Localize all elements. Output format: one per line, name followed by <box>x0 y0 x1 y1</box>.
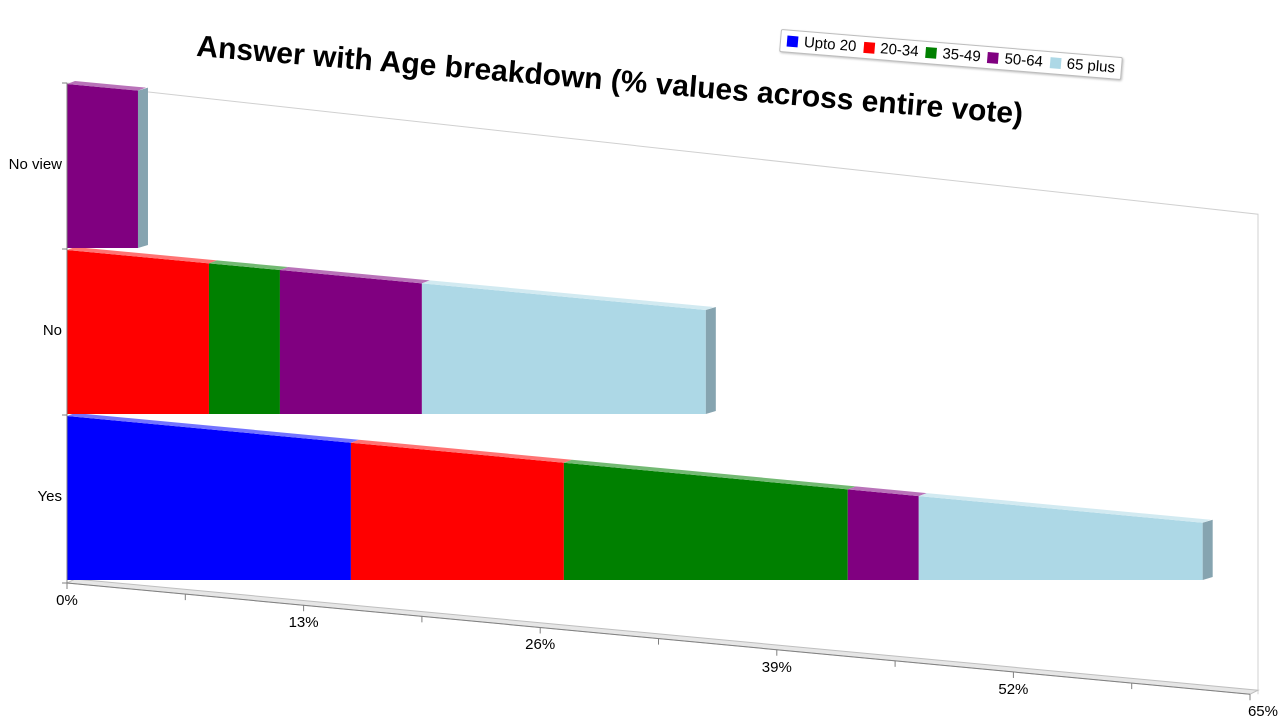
bar-top-face <box>421 280 714 311</box>
legend-label: 65 plus <box>1066 55 1116 77</box>
legend-label: 50-64 <box>1003 50 1044 71</box>
axis-group <box>62 82 1251 701</box>
bar-top-face <box>67 413 359 443</box>
y-category-label: Yes <box>37 488 62 505</box>
legend-swatch <box>862 41 875 54</box>
x-tick-label: 65% <box>1247 703 1278 720</box>
x-tick-label: 13% <box>288 614 319 632</box>
bar-side-face <box>705 307 716 414</box>
legend-item[interactable]: Upto 20 <box>786 33 858 56</box>
bar-no-50-64[interactable] <box>279 270 422 414</box>
bar-yes-35-49[interactable] <box>563 462 848 580</box>
bar-no-65-plus[interactable] <box>421 283 706 414</box>
bar-top-face <box>563 459 856 490</box>
bar-top-face <box>67 81 146 91</box>
y-category-label: No <box>42 322 62 339</box>
bar-yes-65-plus[interactable] <box>918 496 1203 580</box>
bar-top-face <box>918 493 1211 523</box>
plot-back-edge <box>66 82 1259 695</box>
bar-no-35-49[interactable] <box>208 263 280 414</box>
legend-swatch <box>786 35 799 48</box>
x-tick-label: 52% <box>998 680 1029 698</box>
legend-swatch <box>925 46 937 59</box>
bar-yes-20-34[interactable] <box>350 442 564 580</box>
bar-top-face <box>67 247 217 264</box>
legend-swatch <box>1049 57 1062 70</box>
x-tick-label: 26% <box>525 636 556 654</box>
legend-item[interactable]: 35-49 <box>925 44 982 66</box>
bar-side-face <box>1202 519 1213 580</box>
bars-group <box>67 81 1213 580</box>
legend-swatch <box>987 52 1000 64</box>
legend-item[interactable]: 50-64 <box>987 49 1044 71</box>
bar-side-face <box>137 87 148 248</box>
legend-label: 20-34 <box>879 40 920 61</box>
bar-yes-50-64[interactable] <box>847 489 919 580</box>
bar-yes-upto-20[interactable] <box>67 416 351 580</box>
bar-no-view-50-64[interactable] <box>67 84 138 248</box>
bar-top-face <box>279 267 430 284</box>
legend-label: 35-49 <box>941 45 982 66</box>
y-category-label: No view <box>8 156 62 173</box>
x-tick-label: 39% <box>761 658 792 676</box>
x-tick-label: 0% <box>56 592 78 609</box>
bar-top-face <box>208 260 288 271</box>
bar-no-20-34[interactable] <box>67 250 209 414</box>
bar-top-face <box>350 439 572 463</box>
legend-item[interactable]: 20-34 <box>862 39 920 61</box>
plot-floor <box>65 578 1260 695</box>
legend-label: Upto 20 <box>803 33 858 56</box>
bar-top-face <box>847 486 927 497</box>
legend-item[interactable]: 65 plus <box>1049 54 1116 76</box>
